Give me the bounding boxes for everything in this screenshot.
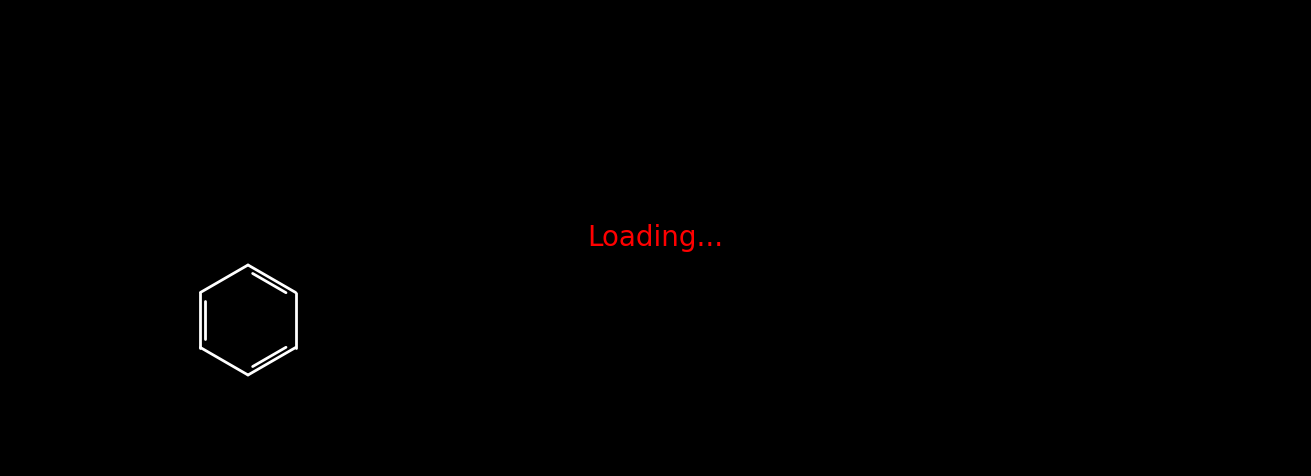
Text: Loading...: Loading... xyxy=(587,224,724,252)
